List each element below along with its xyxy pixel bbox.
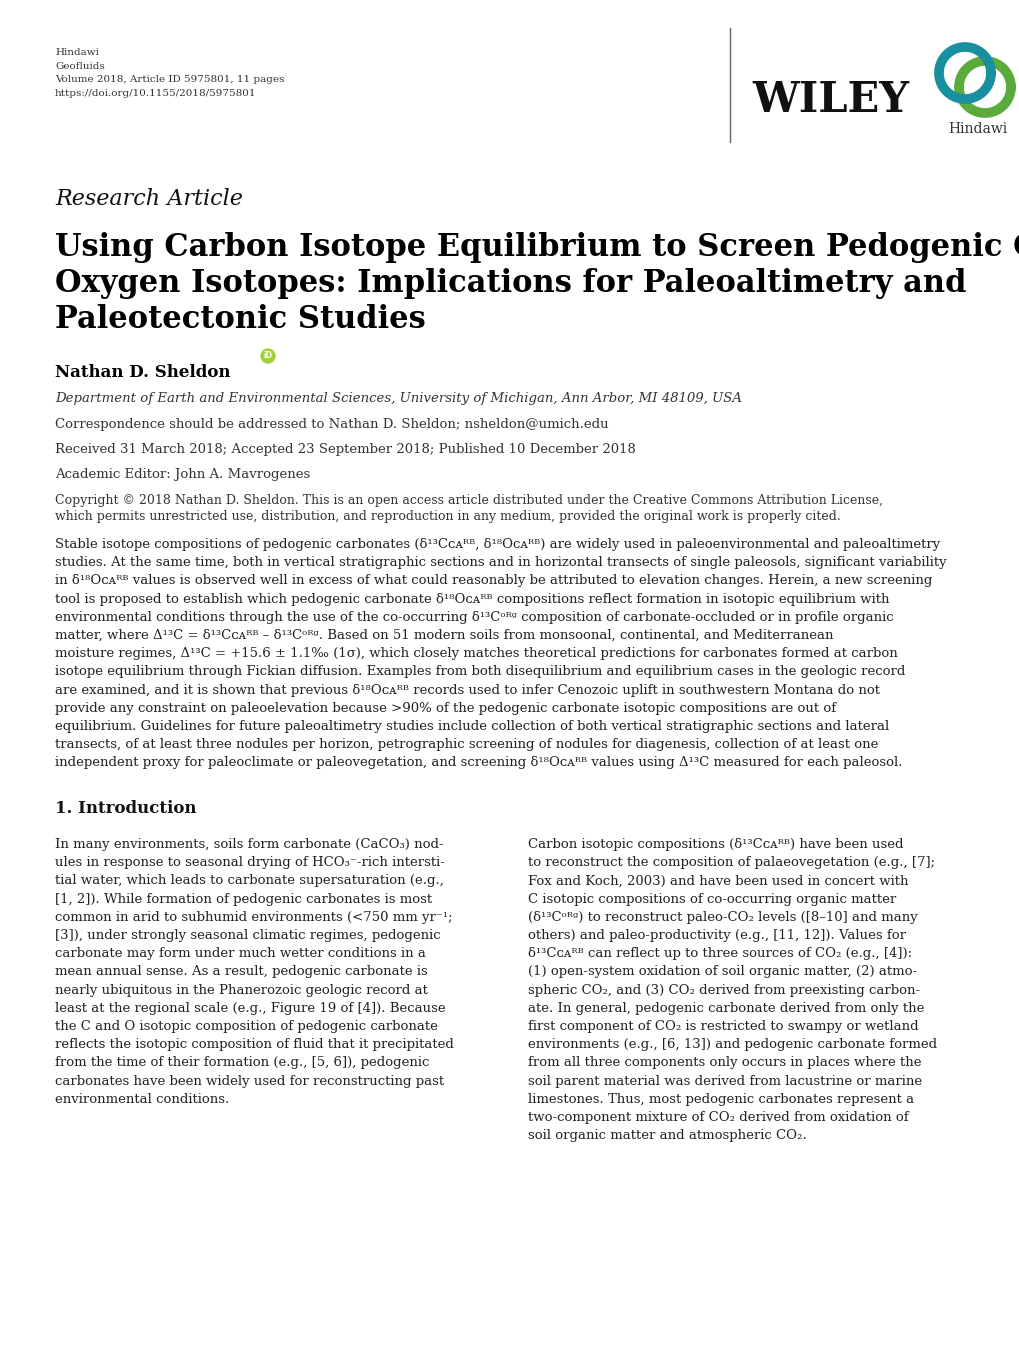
Text: Carbon isotopic compositions (δ¹³Cᴄᴀᴿᴮ) have been used
to reconstruct the compos: Carbon isotopic compositions (δ¹³Cᴄᴀᴿᴮ) … [528,838,936,1142]
Text: Research Article: Research Article [55,188,243,209]
Text: Stable isotope compositions of pedogenic carbonates (δ¹³Cᴄᴀᴿᴮ, δ¹⁸Oᴄᴀᴿᴮ) are wid: Stable isotope compositions of pedogenic… [55,539,946,770]
Text: 1. Introduction: 1. Introduction [55,800,197,817]
Text: WILEY: WILEY [751,79,908,121]
Text: Paleotectonic Studies: Paleotectonic Studies [55,305,425,335]
Text: Hindawi
Geofluids
Volume 2018, Article ID 5975801, 11 pages
https://doi.org/10.1: Hindawi Geofluids Volume 2018, Article I… [55,48,284,98]
Text: iD: iD [263,351,272,360]
Text: In many environments, soils form carbonate (CaCO₃) nod-
ules in response to seas: In many environments, soils form carbona… [55,838,453,1106]
Text: Department of Earth and Environmental Sciences, University of Michigan, Ann Arbo: Department of Earth and Environmental Sc… [55,392,741,405]
Circle shape [261,350,275,363]
Text: Received 31 March 2018; Accepted 23 September 2018; Published 10 December 2018: Received 31 March 2018; Accepted 23 Sept… [55,443,635,456]
Text: Copyright © 2018 Nathan D. Sheldon. This is an open access article distributed u: Copyright © 2018 Nathan D. Sheldon. This… [55,494,882,507]
Text: Nathan D. Sheldon: Nathan D. Sheldon [55,364,230,381]
Text: which permits unrestricted use, distribution, and reproduction in any medium, pr: which permits unrestricted use, distribu… [55,510,840,524]
Text: Academic Editor: John A. Mavrogenes: Academic Editor: John A. Mavrogenes [55,468,310,481]
Text: Using Carbon Isotope Equilibrium to Screen Pedogenic Carbonate: Using Carbon Isotope Equilibrium to Scre… [55,233,1019,262]
Text: Oxygen Isotopes: Implications for Paleoaltimetry and: Oxygen Isotopes: Implications for Paleoa… [55,268,966,299]
Text: Hindawi: Hindawi [948,122,1007,136]
Text: Correspondence should be addressed to Nathan D. Sheldon; nsheldon@umich.edu: Correspondence should be addressed to Na… [55,418,608,431]
